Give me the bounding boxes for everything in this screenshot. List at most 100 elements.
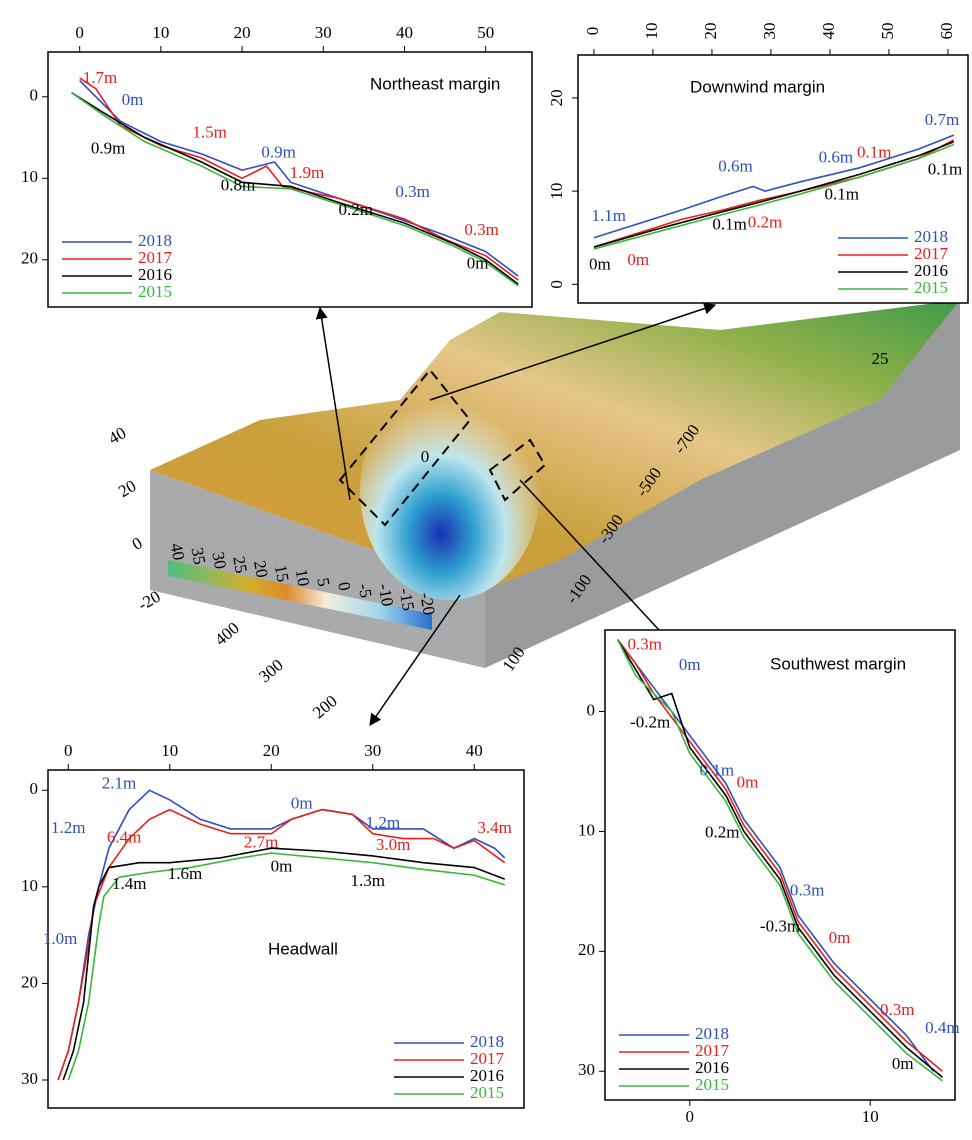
y-tick-label: 10	[547, 183, 566, 200]
annotation: 1.7m	[83, 68, 117, 87]
plot-frame	[605, 630, 955, 1100]
annotation: 3.4m	[477, 818, 511, 837]
annotation: 0.4m	[925, 1018, 959, 1037]
annotation: -0.2m	[630, 712, 670, 731]
annotation: 0.8m	[221, 175, 255, 194]
panel-title: Headwall	[268, 939, 338, 958]
annotation: 2.1m	[102, 773, 136, 792]
y-tick-label: 10	[21, 876, 38, 895]
x-tick-label: 30	[760, 23, 779, 40]
panel: 0102030400102030Headwall2.1m1.2m6.4m2.7m…	[21, 741, 524, 1108]
x-tick-label: 60	[937, 23, 956, 40]
y-tick-label: 0	[30, 86, 39, 105]
annotation: 0.3m	[627, 634, 661, 653]
annotation: 0m	[467, 254, 489, 273]
annotation: 0m	[271, 856, 293, 875]
x-tick-label: 10	[161, 741, 178, 760]
x-tick-label: 300	[255, 655, 287, 686]
colorbar-tick-label: -20	[416, 591, 439, 617]
annotation: -0.3m	[760, 916, 800, 935]
y-tick-label: 20	[547, 89, 566, 106]
colorbar-tick-label: 10	[292, 568, 314, 588]
legend-label: 2015	[695, 1075, 729, 1094]
annotation: 0.2m	[339, 200, 373, 219]
contour-label: 25	[872, 349, 889, 368]
annotation: 0.7m	[925, 110, 959, 129]
x-tick-label: 30	[315, 23, 332, 42]
annotation: 0.3m	[790, 880, 824, 899]
y-tick-label: 10	[21, 167, 38, 186]
annotation: 1.2m	[366, 813, 400, 832]
x-tick-label: 0	[686, 1107, 695, 1126]
annotation: 1.3m	[350, 871, 384, 890]
annotation: 0.6m	[718, 157, 752, 176]
y-tick-label: 20	[21, 249, 38, 268]
x-tick-label: 10	[862, 1107, 879, 1126]
x-tick-label: 0	[583, 27, 602, 36]
panel: 0 10 0 10 20 30 Southwest margin 0.3m 0m -0.2m 0.1…	[578, 630, 960, 1126]
panel-title: Southwest margin	[770, 654, 906, 673]
annotation: 0.2m	[748, 213, 782, 232]
y-tick-label: 0	[587, 700, 596, 719]
annotation: 1.0m	[43, 929, 77, 948]
x-tick-label: 10	[642, 23, 661, 40]
colorbar-tick-label: 35	[188, 546, 210, 566]
y-tick-label: 20	[21, 972, 38, 991]
y-tick-label: 30	[578, 1060, 595, 1079]
x-tick-label: 400	[211, 618, 243, 649]
y-tick-label: 0	[547, 280, 566, 289]
x-tick-label: 40	[466, 741, 483, 760]
depression	[360, 380, 540, 600]
annotation: 0m	[829, 928, 851, 947]
colorbar-tick-label: 40	[167, 542, 189, 562]
annotation: 2.7m	[244, 832, 278, 851]
annotation: 1.1m	[591, 206, 625, 225]
x-tick-label: 0	[64, 741, 73, 760]
annotation: 0.9m	[261, 143, 295, 162]
annotation: 1.6m	[168, 864, 202, 883]
annotation: 3.0m	[376, 835, 410, 854]
annotation: 0.1m	[700, 760, 734, 779]
colorbar-tick-label: 25	[229, 555, 251, 575]
colorbar-tick-label: 30	[208, 550, 230, 570]
annotation: 0m	[679, 655, 701, 674]
panel-title: Northeast margin	[370, 74, 500, 93]
z-tick-label: 40	[105, 423, 129, 448]
panel: 010203040506001020Downwind margin1.1m0m0…	[547, 23, 968, 304]
annotation: 0.3m	[464, 220, 498, 239]
annotation: 6.4m	[107, 827, 141, 846]
legend-label: 2015	[914, 278, 948, 297]
annotation: 0m	[291, 794, 313, 813]
x-tick-label: 20	[234, 23, 251, 42]
annotation: 1.2m	[51, 818, 85, 837]
panel: 0 10 20 30 40 50 0 10 20 Northeast margin 1.7m 0m 0.…	[21, 23, 532, 307]
annotation: 0.6m	[819, 147, 853, 166]
x-tick-label: 200	[309, 691, 341, 722]
y-tick-label: 30	[21, 1069, 38, 1088]
annotation: 1.9m	[290, 163, 324, 182]
figure: 0102030405001020Northeast margin1.7m0m0.…	[0, 0, 972, 1140]
x-tick-label: 0	[75, 23, 84, 42]
annotation: 0.1m	[928, 160, 962, 179]
annotation: 0.1m	[712, 215, 746, 234]
legend-label: 2015	[470, 1083, 504, 1102]
z-tick-label: 20	[115, 476, 139, 501]
annotation: 0.3m	[880, 1000, 914, 1019]
x-tick-label: 50	[477, 23, 494, 42]
x-tick-label: 20	[263, 741, 280, 760]
x-tick-label: 10	[152, 23, 169, 42]
annotation: 0.2m	[705, 823, 739, 842]
annotation: 0.1m	[824, 185, 858, 204]
x-tick-label: 40	[396, 23, 413, 42]
annotation: 0.9m	[91, 139, 125, 158]
x-tick-label: 40	[819, 23, 838, 40]
annotation: 1.5m	[192, 122, 226, 141]
contour-label: 0	[421, 447, 430, 466]
annotation: 0m	[737, 772, 759, 791]
y-tick-label: 20	[578, 940, 595, 959]
x-tick-label: 50	[878, 23, 897, 40]
y-tick-label: 10	[578, 820, 595, 839]
z-tick-label: 0	[129, 533, 146, 554]
annotation: 0m	[627, 250, 649, 269]
annotation: 0m	[122, 90, 144, 109]
